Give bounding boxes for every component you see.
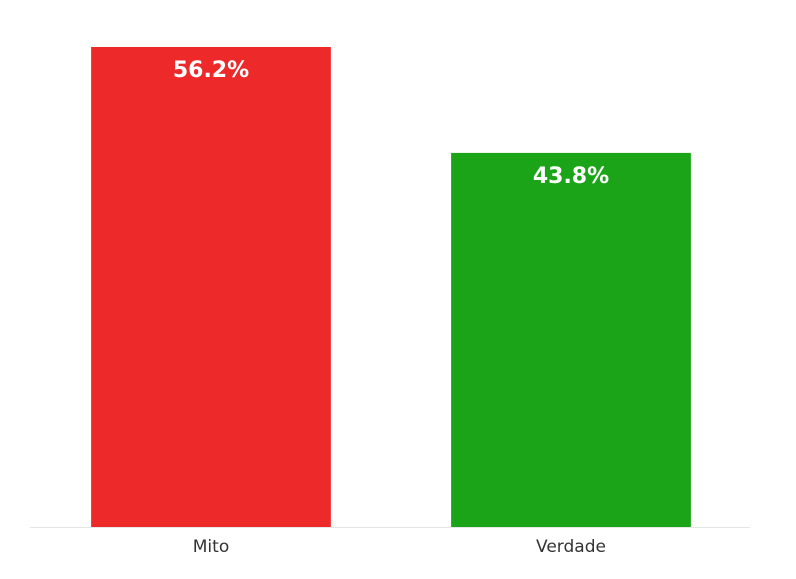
bar	[451, 152, 691, 527]
value-label: 43.8%	[533, 164, 609, 189]
x-tick-label: Mito	[193, 537, 229, 557]
x-tick-label: Verdade	[536, 537, 606, 557]
bar	[91, 47, 331, 527]
value-label: 56.2%	[173, 58, 249, 83]
